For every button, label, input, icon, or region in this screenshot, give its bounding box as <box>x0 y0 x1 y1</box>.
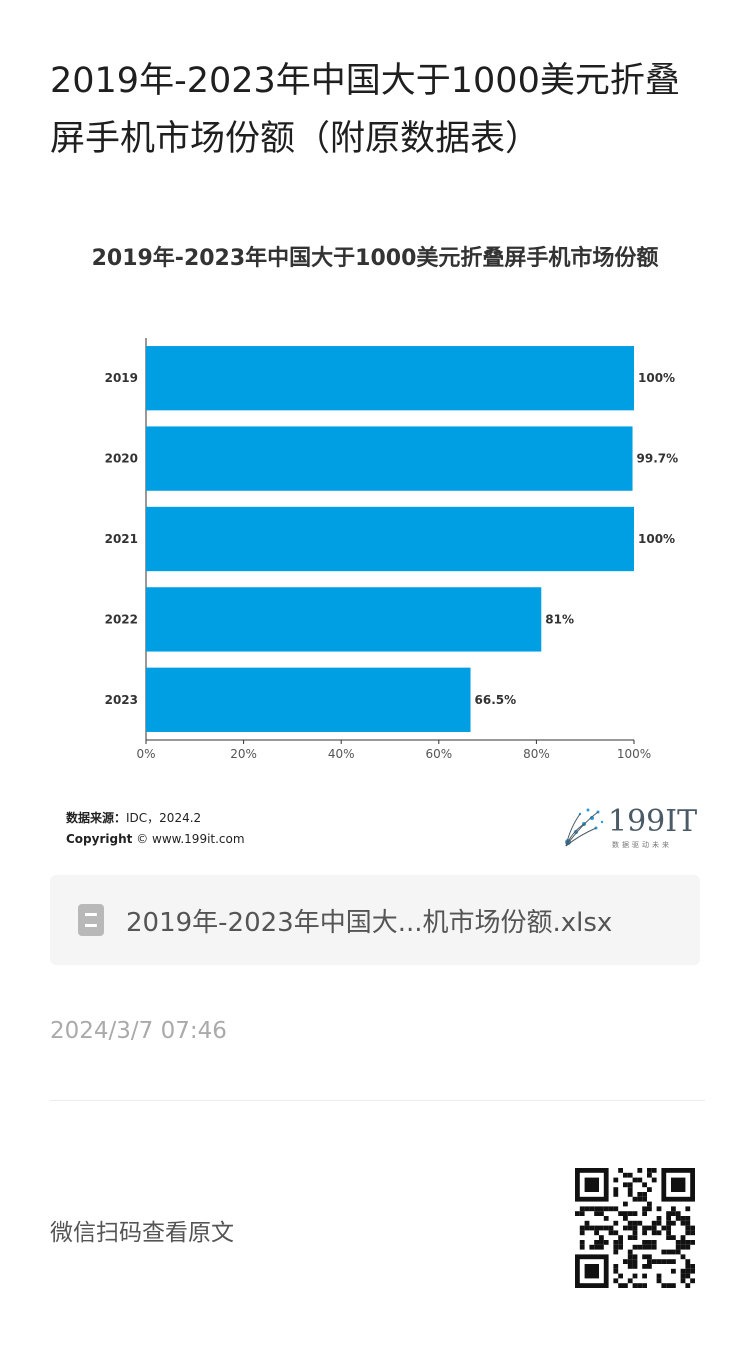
copyright-label: Copyright <box>66 832 133 846</box>
x-tick-label-60: 60% <box>425 747 452 761</box>
bar-2021 <box>146 506 634 572</box>
x-tick-label-40: 40% <box>328 747 355 761</box>
source-value: IDC，2024.2 <box>126 811 202 825</box>
category-label-2023: 2023 <box>105 693 138 707</box>
article-title: 2019年-2023年中国大于1000美元折叠屏手机市场份额（附原数据表） <box>50 61 680 159</box>
x-tick-label-80: 80% <box>523 747 550 761</box>
category-label-2022: 2022 <box>105 612 138 626</box>
brand-tagline: 数据驱动未来 <box>612 841 672 849</box>
x-tick-label-20: 20% <box>230 747 257 761</box>
category-label-2021: 2021 <box>105 532 138 546</box>
value-label-2020: 99.7% <box>637 452 679 466</box>
dandelion-logo-icon <box>565 808 604 847</box>
brand-logo: 199IT 数据驱动未来 <box>558 802 698 852</box>
attachment-card[interactable]: 2019年-2023年中国大...机市场份额.xlsx <box>50 875 700 965</box>
bar-2022 <box>146 587 542 652</box>
chart-card: 2019年-2023年中国大于1000美元折叠屏手机市场份额 2019 100% 2… <box>50 220 700 860</box>
chart-title: 2019年-2023年中国大于1000美元折叠屏手机市场份额 <box>91 246 659 271</box>
scan-to-view-label: 微信扫码查看原文 <box>50 1220 234 1246</box>
value-label-2019: 100% <box>638 371 675 385</box>
publish-timestamp: 2024/3/7 07:46 <box>50 1018 227 1044</box>
bar-chart: 2019 100% 2020 99.7% 2021 100% 2022 81% 2023 66.5… <box>105 338 679 761</box>
category-label-2019: 2019 <box>105 371 138 385</box>
divider <box>50 1100 705 1101</box>
bar-2020 <box>146 426 633 491</box>
qr-code-icon[interactable] <box>575 1168 695 1288</box>
bar-2019 <box>146 346 634 411</box>
brand-name: 199IT <box>608 804 698 839</box>
copyright-value: © www.199it.com <box>136 832 245 846</box>
chart-source: 数据来源：IDC，2024.2 Copyright © www.199it.co… <box>66 808 245 850</box>
attachment-filename: 2019年-2023年中国大...机市场份额.xlsx <box>126 907 613 938</box>
spreadsheet-file-icon <box>78 904 104 936</box>
value-label-2021: 100% <box>638 532 675 546</box>
bar-2023 <box>146 667 471 732</box>
x-tick-label-0: 0% <box>136 747 155 761</box>
category-label-2020: 2020 <box>105 452 138 466</box>
value-label-2022: 81% <box>545 612 574 626</box>
value-label-2023: 66.5% <box>475 693 517 707</box>
x-tick-label-100: 100% <box>617 747 651 761</box>
source-label: 数据来源： <box>66 811 127 825</box>
